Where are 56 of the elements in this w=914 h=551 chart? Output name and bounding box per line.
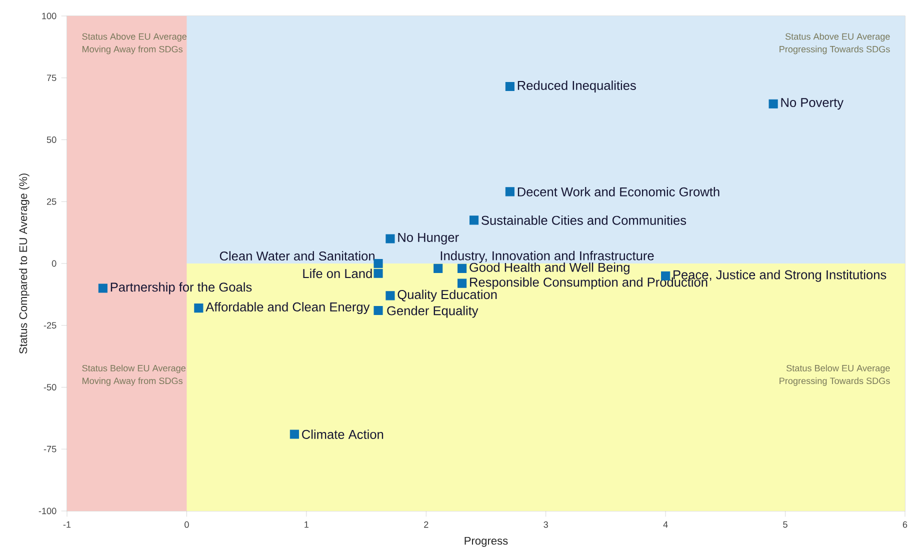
y-tick-label: -25 [44, 322, 56, 328]
point [386, 290, 395, 300]
point [98, 284, 108, 293]
annotation: Status Below EU Average [82, 364, 186, 374]
series-label: Life on Land [303, 268, 372, 278]
series-label: Gender Equality [387, 306, 478, 318]
y-axis-title: Status Compared to EU Average (%) [19, 173, 30, 354]
series-label: Decent Work and Economic Growth [518, 186, 720, 196]
y-tick-label: 75 [46, 74, 56, 81]
point [505, 82, 514, 91]
point [194, 303, 204, 312]
point [458, 278, 467, 288]
series-label: Good Health and Well Being [470, 262, 630, 274]
y-tick-label: -75 [44, 446, 56, 452]
annotation: Status Above EU Average [82, 32, 187, 42]
series-label: Quality Education [398, 290, 497, 302]
series-label: Affordable and Clean Energy [206, 302, 370, 314]
annotation: Moving Away from SDGs [82, 46, 183, 54]
point [434, 264, 443, 273]
point [768, 99, 778, 108]
x-tick-label: 1 [304, 521, 309, 528]
point [469, 215, 479, 225]
x-tick-label: 2 [424, 521, 428, 528]
annotation: Moving Away from SDGs [82, 377, 183, 386]
y-tick-label: 0 [52, 260, 56, 267]
annotation: Status Above EU Average [785, 32, 890, 42]
y-tick-label: -50 [44, 384, 56, 390]
annotation: Progressing Towards SDGs [780, 46, 890, 54]
series-label: Partnership for the Goals [110, 282, 252, 294]
series-label: Industry, Innovation and Infrastructure [440, 250, 654, 263]
point [374, 268, 383, 278]
point [290, 430, 299, 439]
point [505, 187, 514, 196]
x-axis-title: Progress [464, 536, 508, 547]
x-tick-label: 5 [783, 521, 788, 528]
series-label: Climate Action [302, 429, 384, 439]
series-label: No Poverty [781, 98, 844, 110]
y-tick-label: -100 [38, 508, 56, 514]
point [374, 306, 383, 315]
x-tick-label: -1 [63, 521, 71, 528]
y-tick-label: 100 [42, 12, 56, 20]
series-label: Clean Water and Sanitation [220, 251, 374, 260]
point [458, 264, 467, 273]
point [374, 258, 383, 268]
series-label: Reduced Inequalities [518, 80, 636, 92]
x-tick-label: 6 [902, 521, 908, 528]
annotation: Status Below EU Average [786, 364, 890, 374]
point [386, 234, 395, 244]
series-label: No Hunger [398, 232, 459, 244]
annotation: Progressing Towards SDGs [780, 377, 890, 386]
x-tick-label: 4 [663, 521, 668, 528]
x-tick-label: 3 [544, 521, 548, 528]
y-tick-label: 25 [46, 198, 56, 205]
series-label: Sustainable Cities and Communities [482, 215, 686, 225]
y-tick-label: 50 [46, 136, 56, 143]
x-tick-label: 0 [184, 521, 189, 528]
